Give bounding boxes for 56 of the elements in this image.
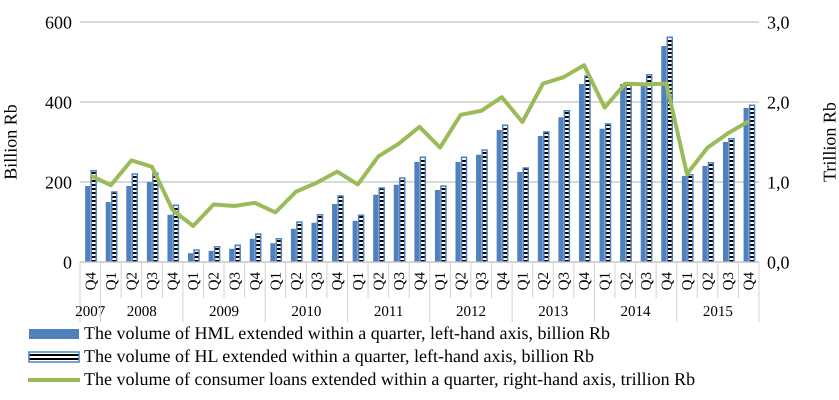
text: 2007: [75, 304, 106, 320]
x-tick-label: Q1: [515, 272, 532, 290]
x-tick-label: Q4: [742, 272, 758, 290]
y2-tick-label: 1,0: [767, 172, 790, 192]
y-tick-label: 0: [63, 252, 72, 272]
line-series: [88, 63, 751, 228]
y2-tick-label: 0,0: [767, 252, 790, 272]
x-tick-label: Q1: [680, 272, 696, 290]
x-tick-label: Q3: [638, 272, 655, 290]
y-axis-title: Billion Rb: [0, 104, 20, 180]
x-tick-label: Q2: [454, 272, 470, 290]
legend-label: The volume of HML extended within a quarter, left-hand axis, billion Rb: [84, 322, 610, 345]
x-tick-label: Q3: [392, 272, 408, 290]
x-tick-label: Q3: [556, 272, 573, 290]
text: 2013: [538, 304, 568, 320]
x-tick-label: Q1: [268, 272, 284, 290]
text: 2012: [456, 304, 486, 320]
legend-label: The volume of consumer loans extended within a quarter, right-hand axis, trillion Rb: [84, 368, 696, 391]
text: 2008: [126, 304, 157, 320]
x-tick-label: Q3: [721, 272, 738, 290]
x-tick-label: Q2: [206, 272, 223, 290]
y2-axis-title: Trillion Rb: [819, 102, 839, 182]
y2-tick-label: 3,0: [767, 12, 790, 32]
x-tick-label: Q4: [83, 272, 100, 290]
x-tick-label: Q4: [412, 272, 428, 290]
x-tick-label: Q2: [124, 272, 140, 290]
y-tick-label: 600: [45, 12, 72, 32]
x-tick-label: Q1: [186, 272, 202, 290]
y-tick-label: 200: [45, 172, 72, 192]
text: 2015: [702, 304, 733, 320]
x-tick-label: Q1: [104, 272, 120, 290]
legend-label: The volume of HL extended within a quarter, left-hand axis, billion Rb: [84, 345, 594, 368]
x-tick-label: Q3: [145, 272, 162, 290]
text: 2009: [209, 304, 240, 320]
x-tick-label: Q1: [598, 272, 614, 290]
text: 2014: [620, 304, 652, 320]
x-tick-label: Q3: [310, 272, 326, 290]
x-tick-label: Q2: [371, 272, 388, 290]
y2-tick-label: 2,0: [767, 92, 790, 112]
x-tick-label: Q4: [330, 272, 346, 290]
x-tick-label: Q2: [618, 272, 634, 290]
x-tick-label: Q4: [166, 272, 182, 290]
x-tick-label: Q4: [577, 272, 594, 290]
x-tick-label: Q3: [227, 272, 244, 290]
x-tick-label: Q2: [700, 272, 717, 290]
x-tick-label: Q4: [494, 272, 511, 290]
x-tick-label: Q4: [659, 272, 676, 290]
text: 2010: [291, 304, 322, 320]
x-tick-label: Q3: [474, 272, 490, 290]
y-tick-label: 400: [45, 92, 72, 112]
text: 2011: [374, 304, 404, 320]
x-tick-label: Q2: [536, 272, 552, 290]
x-tick-label: Q1: [350, 272, 367, 290]
x-tick-label: Q2: [289, 272, 306, 290]
x-tick-label: Q4: [248, 272, 264, 290]
x-tick-label: Q1: [433, 272, 450, 290]
